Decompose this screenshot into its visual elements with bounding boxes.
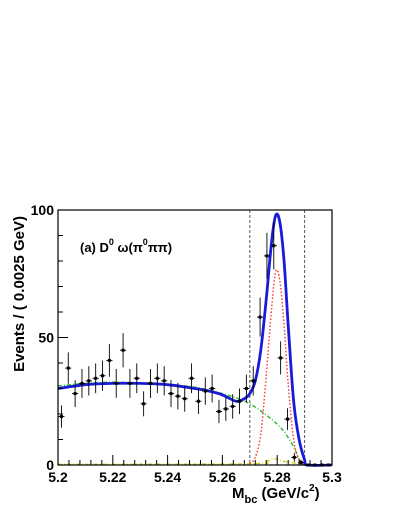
data-point-marker	[244, 387, 248, 390]
data-point-marker	[251, 379, 255, 383]
data-point-marker	[299, 460, 303, 464]
data-point	[65, 352, 72, 384]
plot-area	[57, 210, 333, 467]
y-tick-label: 50	[38, 330, 54, 346]
y-axis-title: Events / ( 0.0025 GeV)	[11, 216, 28, 372]
data-point	[284, 408, 291, 430]
data-point	[222, 396, 229, 421]
data-point-marker	[272, 244, 276, 248]
data-point-marker	[217, 409, 221, 413]
axes: 5.2 5.22 5.24 5.26 5.28 5.3 0 50 100	[31, 202, 342, 485]
data-point	[167, 380, 175, 408]
data-point	[181, 385, 188, 412]
data-point-marker	[59, 415, 63, 419]
y-tick-label: 0	[46, 457, 54, 473]
data-point	[256, 297, 264, 337]
data-point	[229, 394, 236, 419]
data-point-marker	[203, 389, 207, 393]
data-point-marker	[87, 379, 91, 383]
data-point	[119, 333, 127, 368]
data-point	[188, 363, 195, 394]
data-point-marker	[80, 381, 84, 385]
data-point-marker	[224, 407, 228, 411]
data-point-marker	[258, 315, 262, 319]
data-point	[133, 363, 140, 394]
data-point	[174, 382, 181, 410]
data-point	[277, 341, 284, 375]
data-point	[99, 360, 106, 391]
data-point	[236, 388, 243, 414]
data-point	[195, 388, 202, 414]
data-point	[243, 374, 250, 403]
signal-fit-curve	[249, 269, 306, 466]
data-point-marker	[128, 381, 132, 385]
data-point	[202, 377, 209, 405]
data-point	[58, 405, 65, 428]
data-point	[106, 344, 113, 377]
data-point-marker	[66, 366, 70, 370]
data-point-marker	[94, 376, 98, 380]
data-point	[113, 368, 120, 398]
x-tick-label: 5.26	[209, 469, 236, 485]
data-point-marker	[107, 358, 111, 362]
data-point	[291, 452, 298, 462]
x-axis-title: Mbc (GeV/c2)	[232, 483, 320, 506]
total-fit-curve	[57, 212, 333, 467]
decay-mode-annotation: (a) D0 ω(π0ππ)	[80, 237, 172, 255]
data-point-marker	[285, 417, 289, 421]
data-point	[263, 232, 271, 279]
data-point-marker	[210, 387, 214, 390]
data-point-marker	[196, 399, 200, 403]
data-point-marker	[169, 392, 173, 396]
data-point-marker	[162, 379, 166, 383]
data-point-marker	[101, 374, 105, 378]
x-tick-label: 5.2	[48, 469, 68, 485]
x-tick-label: 5.28	[264, 469, 291, 485]
data-point	[72, 380, 79, 408]
data-point	[140, 391, 147, 417]
data-point-marker	[73, 392, 77, 396]
data-point-marker	[183, 397, 187, 401]
data-point	[209, 374, 216, 403]
x-tick-label: 5.24	[154, 469, 181, 485]
data-point-marker	[190, 376, 194, 380]
data-point	[92, 363, 99, 394]
data-point	[85, 366, 92, 396]
data-point	[250, 366, 257, 396]
data-point-marker	[135, 376, 139, 380]
data-point-marker	[142, 402, 146, 406]
data-point-marker	[114, 381, 118, 385]
data-point	[154, 363, 161, 394]
data-point	[270, 222, 277, 270]
data-point-marker	[231, 404, 235, 408]
data-point-marker	[265, 254, 269, 258]
x-tick-label: 5.22	[99, 469, 126, 485]
data-point-marker	[121, 348, 125, 352]
data-point	[78, 368, 86, 398]
data-point-marker	[292, 455, 296, 459]
x-tick-label: 5.3	[322, 469, 342, 485]
y-tick-label: 100	[31, 202, 55, 218]
data-point-marker	[148, 381, 152, 385]
background-fit-curve	[57, 381, 303, 466]
data-point	[147, 368, 154, 398]
peaking-background-curve	[57, 458, 305, 466]
data-point	[161, 366, 168, 396]
data-point	[215, 399, 223, 424]
data-point-marker	[155, 376, 159, 380]
data-point-marker	[238, 399, 242, 403]
data-point-marker	[279, 356, 283, 360]
data-point-marker	[176, 394, 180, 398]
data-point	[126, 368, 134, 398]
